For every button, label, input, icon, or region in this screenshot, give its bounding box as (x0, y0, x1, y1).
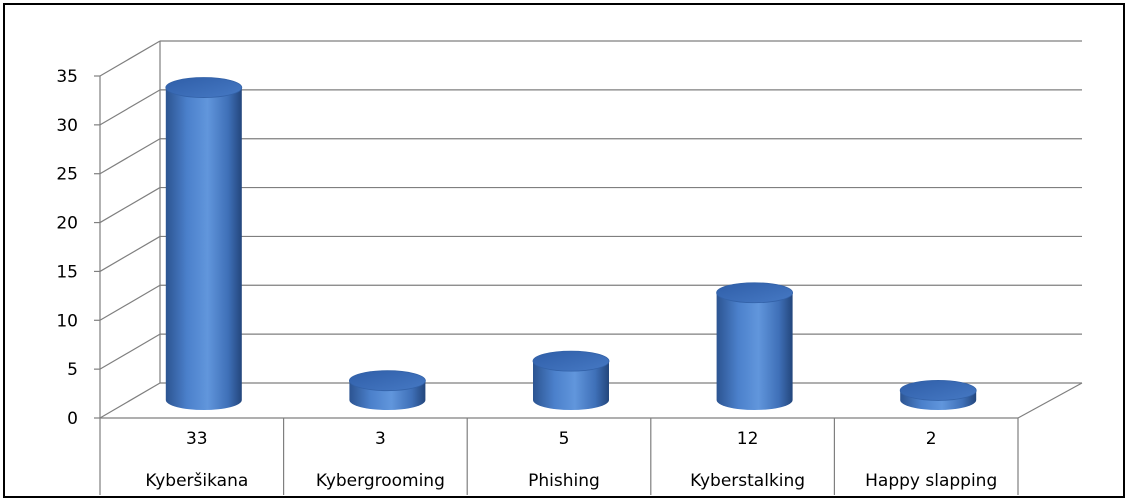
bar-Kyberšikana (165, 77, 243, 411)
gridline-side-0 (99, 382, 161, 419)
category-label: Phishing (528, 471, 600, 491)
gridline-side-25 (99, 138, 161, 175)
bar-body (716, 292, 793, 410)
bar-top (348, 370, 426, 392)
bar-body (165, 87, 242, 411)
category-label: Kybergrooming (316, 471, 445, 491)
category-label: Kyberšikana (145, 471, 248, 491)
bar-top (532, 350, 610, 372)
bar-Kyberstalking (716, 282, 793, 410)
gridline-side-35 (99, 40, 161, 77)
y-tick-label: 30 (56, 116, 78, 136)
category-label: Happy slapping (865, 471, 997, 491)
bar-top (716, 282, 793, 304)
data-label: 12 (737, 429, 759, 449)
label-layer: 0510152025303533Kyberšikana3Kybergroomin… (56, 67, 997, 491)
y-tick-label: 20 (56, 214, 78, 234)
bar-top (165, 77, 243, 98)
category-label: Kyberstalking (690, 471, 805, 491)
data-label: 3 (375, 429, 386, 449)
y-tick-label: 10 (56, 311, 78, 331)
gridline-side-20 (99, 187, 161, 224)
bar-layer (165, 77, 977, 411)
data-label: 2 (926, 429, 937, 449)
data-label: 33 (186, 429, 208, 449)
axis-layer (94, 75, 1083, 495)
floor-right-edge (1017, 382, 1083, 419)
bar-body (533, 361, 609, 410)
bar-Kybergrooming (348, 370, 426, 410)
data-label: 5 (559, 429, 570, 449)
bar-top (899, 380, 977, 401)
gridline-side-15 (99, 235, 161, 272)
bar-Phishing (532, 350, 610, 410)
bar-Happy slapping (899, 380, 977, 410)
y-tick-label: 15 (56, 262, 78, 282)
y-tick-label: 25 (56, 165, 78, 185)
gridline-side-10 (99, 284, 161, 321)
y-tick-label: 5 (67, 360, 78, 380)
y-tick-label: 0 (67, 409, 78, 429)
gridline-side-30 (99, 89, 161, 126)
y-tick-label: 35 (56, 67, 78, 87)
gridline-side-5 (99, 333, 161, 370)
